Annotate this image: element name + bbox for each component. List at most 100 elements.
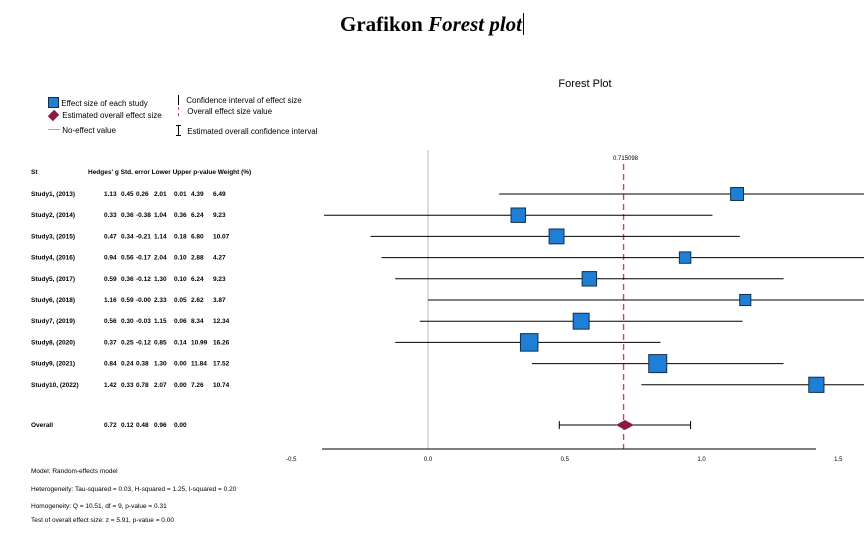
table-cell-weight-pct: 16.26: [213, 339, 230, 346]
table-cell-g: 1.13: [104, 191, 117, 198]
table-cell-se: 0.30: [121, 318, 134, 325]
table-header-columns: Hedges' g Std. error Lower Upper p-value…: [88, 169, 251, 176]
x-tick-label: -0.5: [286, 457, 297, 463]
table-cell-se: 0.24: [121, 361, 134, 368]
table-cell-weight-pct: 10.74: [213, 382, 230, 389]
text-cursor: [523, 13, 525, 35]
table-cell-weight: 6.80: [191, 233, 204, 240]
table-cell-weight: 4.39: [191, 191, 204, 198]
chart-title: Forest Plot: [558, 78, 612, 90]
table-cell-p: 0.06: [174, 318, 187, 325]
table-cell-p: 0.18: [174, 233, 187, 240]
table-cell-upper: 1.15: [154, 318, 167, 325]
table-cell-lower: 0.78: [136, 382, 149, 389]
table-cell-weight: 2.88: [191, 255, 204, 262]
table-cell-upper: 1.30: [154, 276, 167, 283]
legend-ci-label: Confidence interval of effect size: [186, 96, 302, 105]
overall-effect-label: 0.715098: [613, 156, 639, 162]
table-cell-se: 0.45: [121, 191, 134, 198]
table-cell-weight: 10.99: [191, 339, 208, 346]
legend-no-effect-label: No-effect value: [62, 126, 116, 135]
table-cell-p: 0.10: [174, 255, 187, 262]
table-row-study-name: Study4, (2016): [31, 255, 75, 262]
table-cell-weight: 2.62: [191, 297, 204, 304]
table-cell-p: 0.05: [174, 297, 187, 304]
effect-box: [678, 251, 692, 264]
table-cell-weight-pct: 9.23: [213, 212, 226, 219]
table-cell-weight: 11.84: [191, 361, 207, 368]
table-cell-lower: -0.21: [136, 233, 151, 240]
legend-overall-effect-label: Estimated overall effect size: [62, 111, 162, 120]
table-cell-p: 0.00: [174, 361, 187, 368]
table-cell-weight-pct: 17.52: [213, 361, 230, 368]
overall-cell-g: 0.72: [104, 422, 117, 429]
table-cell-lower: -0.00: [136, 297, 151, 304]
overall-cell-se: 0.12: [121, 422, 134, 429]
table-cell-se: 0.59: [121, 297, 134, 304]
effect-box: [519, 333, 539, 352]
table-cell-lower: -0.38: [136, 212, 151, 219]
table-row-study-name: Study7, (2019): [31, 318, 75, 325]
table-cell-g: 0.94: [104, 255, 117, 262]
table-cell-lower: -0.12: [136, 276, 151, 283]
stat-homogeneity: Homogeneity: Q = 10.51, df = 9, p-value …: [31, 503, 167, 510]
effect-box: [648, 354, 668, 374]
effect-box: [510, 207, 526, 223]
stat-overall-test: Test of overall effect size: z = 5.91, p…: [31, 517, 174, 524]
table-row-study-name: Study5, (2017): [31, 276, 75, 283]
table-row-study-name: Study3, (2015): [31, 233, 75, 240]
table-header-st: St: [31, 169, 38, 176]
effect-box: [572, 312, 590, 330]
legend-no-effect: No-effect value: [48, 126, 116, 135]
x-tick-label: 1.5: [834, 457, 843, 463]
stat-heterogeneity: Heterogeneity: Tau-squared = 0.03, H-squ…: [31, 486, 237, 493]
legend-effect-label: Effect size of each study: [61, 99, 148, 108]
table-cell-lower: -0.03: [136, 318, 151, 325]
table-cell-upper: 2.33: [154, 297, 167, 304]
table-row-study-name: Study8, (2020): [31, 339, 75, 346]
table-cell-p: 0.01: [174, 191, 187, 198]
table-cell-upper: 2.07: [154, 382, 167, 389]
effect-box: [739, 293, 752, 307]
heading-italic: Forest plot: [428, 12, 523, 36]
table-cell-weight: 6.24: [191, 212, 204, 219]
table-row-study-name: Study9, (2021): [31, 361, 75, 368]
overall-diamond: [615, 420, 634, 430]
table-cell-upper: 2.01: [154, 191, 167, 198]
table-cell-weight: 7.26: [191, 382, 204, 389]
table-row-study-name: Study1, (2013): [31, 191, 75, 198]
overall-cell-p: 0.00: [174, 422, 187, 429]
legend-overall-effect: Estimated overall effect size: [47, 109, 162, 122]
table-cell-p: 0.10: [174, 276, 187, 283]
table-row-study-name: Study6, (2018): [31, 297, 75, 304]
effect-box: [548, 228, 565, 245]
legend-ci: Confidence interval of effect size: [178, 95, 302, 105]
table-cell-se: 0.56: [121, 255, 134, 262]
heading-bold: Grafikon: [339, 12, 423, 36]
overall-cell-lower: 0.48: [136, 422, 149, 429]
ci-line-icon: [178, 95, 179, 105]
table-cell-g: 0.59: [104, 276, 117, 283]
table-cell-p: 0.36: [174, 212, 187, 219]
table-cell-g: 0.84: [104, 361, 117, 368]
table-cell-p: 0.00: [174, 382, 187, 389]
table-cell-upper: 1.30: [154, 361, 167, 368]
stat-model: Model: Random-effects model: [31, 468, 118, 475]
table-row-study-name: Study10, (2022): [31, 382, 79, 389]
legend-overall-ci-label: Estimated overall confidence interval: [187, 127, 318, 136]
interval-icon: [176, 125, 181, 136]
line-icon: [48, 129, 60, 130]
legend-effect: Effect size of each study: [48, 97, 148, 108]
table-cell-g: 0.33: [104, 212, 117, 219]
table-cell-se: 0.36: [121, 212, 134, 219]
table-cell-lower: 0.38: [136, 361, 149, 368]
x-tick-label: 1.0: [697, 457, 706, 463]
effect-box: [730, 187, 745, 201]
table-cell-weight: 8.34: [191, 318, 204, 325]
table-cell-se: 0.34: [121, 233, 134, 240]
table-cell-se: 0.36: [121, 276, 134, 283]
table-cell-weight-pct: 12.34: [213, 318, 230, 325]
table-cell-weight-pct: 4.27: [213, 255, 226, 262]
legend-overall-value-label: Overall effect size value: [187, 107, 273, 116]
